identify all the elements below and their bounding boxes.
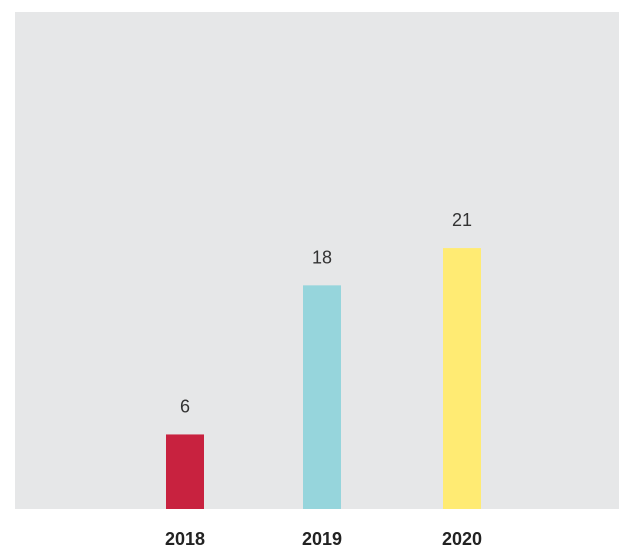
x-tick-label-2018: 2018	[165, 529, 205, 547]
x-tick-labels-group: 2018 2019 2020	[165, 529, 482, 547]
bar-2018	[166, 434, 204, 509]
value-labels-group: 6 18 21	[180, 210, 472, 416]
x-tick-label-2019: 2019	[302, 529, 342, 547]
value-label-2020: 21	[452, 210, 472, 230]
value-label-2018: 6	[180, 396, 190, 416]
bar-2020	[443, 248, 481, 509]
bars-group	[166, 248, 481, 509]
value-label-2019: 18	[312, 247, 332, 267]
bar-2019	[303, 285, 341, 509]
x-tick-label-2020: 2020	[442, 529, 482, 547]
